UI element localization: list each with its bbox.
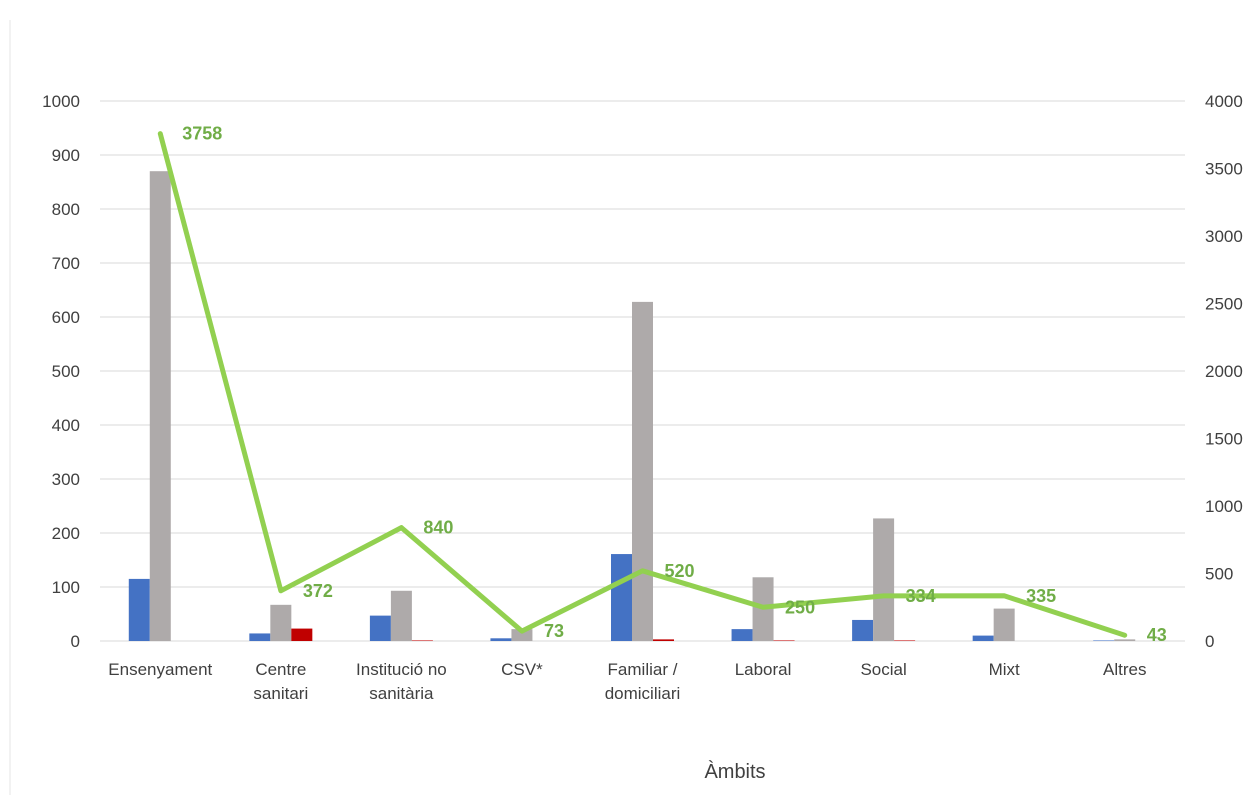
left-tick-label: 0	[71, 632, 80, 651]
bar	[731, 629, 753, 641]
data-label: 520	[665, 561, 695, 581]
data-label: 334	[906, 586, 936, 606]
left-tick-label: 500	[52, 362, 80, 381]
right-axis-ticks: 0 500 1000 1500 2000 2500 3000 3500 4000	[1205, 92, 1243, 651]
bar	[270, 604, 292, 641]
bar	[1093, 640, 1115, 641]
bar	[511, 629, 533, 641]
bar	[773, 640, 795, 641]
data-label: 335	[1026, 586, 1056, 606]
left-tick-label: 100	[52, 578, 80, 597]
right-tick-label: 1000	[1205, 497, 1243, 516]
bar	[894, 640, 916, 641]
bar	[249, 633, 271, 641]
bar	[632, 301, 653, 641]
left-tick-label: 400	[52, 416, 80, 435]
series-line	[157, 131, 1128, 638]
category-label: Ensenyament	[108, 660, 212, 679]
data-label: 43	[1147, 625, 1167, 645]
left-axis-ticks: 0 100 200 300 400 500 600 700 800 900 1000	[42, 92, 80, 651]
bar	[490, 638, 512, 641]
data-label: 250	[785, 597, 815, 617]
bar	[128, 578, 150, 641]
category-label: Social	[860, 660, 906, 679]
bar	[993, 608, 1015, 641]
bar	[873, 518, 895, 641]
bar	[291, 628, 313, 641]
category-label: Altres	[1103, 660, 1146, 679]
right-tick-label: 2000	[1205, 362, 1243, 381]
data-label: 372	[303, 581, 333, 601]
category-label: Laboral	[735, 660, 792, 679]
category-label: Mixt	[989, 660, 1020, 679]
bar	[1114, 639, 1136, 641]
left-tick-label: 900	[52, 146, 80, 165]
bar	[852, 619, 874, 641]
bar	[653, 639, 674, 641]
right-tick-label: 1500	[1205, 430, 1243, 449]
bar-series	[128, 171, 1136, 641]
right-tick-label: 2500	[1205, 295, 1243, 314]
right-tick-label: 500	[1205, 565, 1233, 584]
bar	[149, 171, 171, 641]
bar	[411, 640, 433, 641]
category-label: CSV*	[501, 660, 543, 679]
category-label: sanitari	[253, 684, 308, 703]
line-data-labels: 3758 372 840 73 520 250 334 335 43	[182, 124, 1166, 646]
category-label: Familiar /	[608, 660, 678, 679]
left-tick-label: 600	[52, 308, 80, 327]
right-tick-label: 0	[1205, 632, 1214, 651]
line-series	[157, 131, 1128, 638]
bar	[972, 635, 994, 641]
bar	[611, 554, 632, 641]
left-tick-label: 200	[52, 524, 80, 543]
left-tick-label: 1000	[42, 92, 80, 111]
right-tick-label: 3000	[1205, 227, 1243, 246]
bar	[390, 590, 412, 641]
right-tick-label: 3500	[1205, 160, 1243, 179]
data-label: 73	[544, 621, 564, 641]
category-label: Institució no	[356, 660, 447, 679]
category-label: domiciliari	[605, 684, 681, 703]
category-label: Centre	[255, 660, 306, 679]
x-axis-title: Àmbits	[704, 760, 765, 783]
category-label: sanitària	[369, 684, 434, 703]
left-tick-label: 300	[52, 470, 80, 489]
bar	[369, 615, 391, 641]
data-label: 840	[423, 518, 453, 538]
left-tick-label: 700	[52, 254, 80, 273]
right-tick-label: 4000	[1205, 92, 1243, 111]
left-tick-label: 800	[52, 200, 80, 219]
category-labels: Ensenyament Centre sanitari Institució no sa…	[108, 660, 1146, 703]
data-label: 3758	[182, 124, 222, 144]
